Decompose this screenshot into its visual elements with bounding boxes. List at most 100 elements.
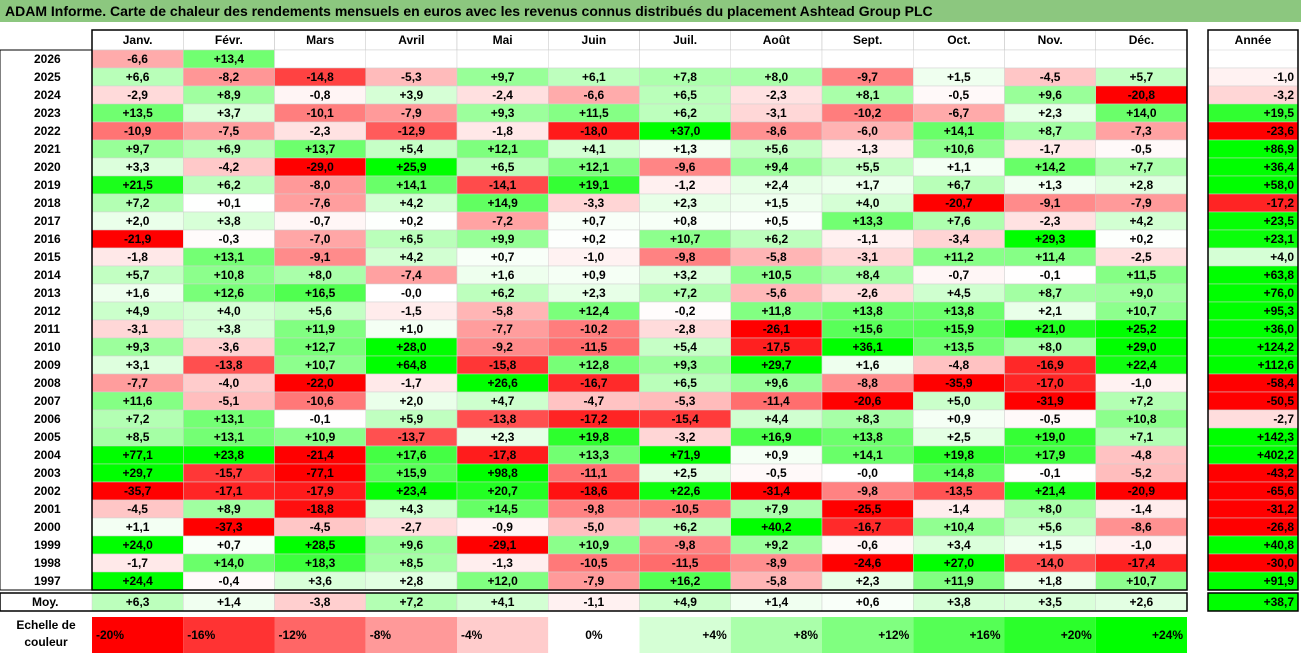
- cell-value: -22,0: [306, 376, 334, 390]
- cell-value: -14,8: [306, 70, 334, 84]
- cell-value: +1,5: [765, 196, 789, 210]
- heatmap-cell: [274, 49, 366, 69]
- cell-value: -9,6: [675, 160, 696, 174]
- annual-value: +40,8: [1264, 538, 1295, 552]
- cell-value: +1,8: [1038, 574, 1062, 588]
- cell-value: -5,1: [219, 394, 240, 408]
- cell-value: +19,0: [1035, 430, 1066, 444]
- cell-value: -11,5: [672, 556, 699, 570]
- cell-value: +9,3: [491, 106, 515, 120]
- cell-value: +6,5: [491, 160, 515, 174]
- annual-value: +23,5: [1264, 214, 1295, 228]
- cell-value: -0,5: [766, 466, 787, 480]
- annual-value: -23,6: [1267, 124, 1295, 138]
- cell-value: +10,9: [579, 538, 610, 552]
- cell-value: +12,8: [579, 358, 610, 372]
- cell-value: -5,2: [1131, 466, 1152, 480]
- cell-value: -14,0: [1036, 556, 1064, 570]
- cell-value: +9,7: [126, 142, 150, 156]
- cell-value: +4,0: [217, 304, 241, 318]
- cell-value: -17,8: [489, 448, 517, 462]
- cell-value: +6,9: [217, 142, 241, 156]
- cell-value: -3,4: [949, 232, 970, 246]
- cell-value: -5,3: [401, 70, 422, 84]
- cell-value: +12,1: [487, 142, 518, 156]
- cell-value: +3,8: [217, 214, 241, 228]
- annual-value: +58,0: [1264, 178, 1295, 192]
- year-label: 2024: [34, 88, 61, 102]
- year-label: 2009: [34, 358, 61, 372]
- cell-value: +4,0: [856, 196, 880, 210]
- scale-swatch: [639, 617, 731, 653]
- cell-value: +77,1: [122, 448, 153, 462]
- cell-value: +13,8: [852, 304, 883, 318]
- average-annual-value: +38,7: [1264, 595, 1295, 609]
- cell-value: +3,9: [400, 88, 424, 102]
- average-value: +3,5: [1038, 595, 1062, 609]
- cell-value: +5,4: [673, 340, 697, 354]
- annual-value: +86,9: [1264, 142, 1295, 156]
- heatmap-cell: [365, 49, 458, 69]
- year-label: 2001: [34, 502, 61, 516]
- cell-value: -15,4: [671, 412, 699, 426]
- cell-value: +8,0: [765, 70, 789, 84]
- cell-value: -0,2: [675, 304, 696, 318]
- cell-value: -1,7: [1040, 142, 1061, 156]
- cell-value: +11,6: [123, 394, 153, 408]
- cell-value: +7,8: [673, 70, 697, 84]
- cell-value: +0,1: [217, 196, 241, 210]
- cell-value: +13,5: [944, 340, 975, 354]
- heatmap-cell: [913, 49, 1005, 69]
- scale-swatch: [274, 617, 366, 653]
- annual-value: +76,0: [1264, 286, 1295, 300]
- cell-value: -10,2: [854, 106, 882, 120]
- cell-value: +12,4: [579, 304, 610, 318]
- cell-value: -9,8: [675, 538, 696, 552]
- cell-value: +2,3: [1038, 106, 1062, 120]
- cell-value: -10,6: [306, 394, 334, 408]
- cell-value: -2,9: [127, 88, 148, 102]
- cell-value: +14,1: [396, 178, 427, 192]
- scale-swatch: [365, 617, 457, 653]
- scale-swatch: [92, 617, 184, 653]
- cell-value: -17,0: [1036, 376, 1064, 390]
- cell-value: +4,7: [491, 394, 515, 408]
- cell-value: -11,1: [581, 466, 608, 480]
- year-label: 2017: [34, 214, 61, 228]
- cell-value: +0,9: [765, 448, 789, 462]
- scale-step-label: +20%: [1061, 628, 1092, 642]
- year-label: 2010: [34, 340, 61, 354]
- cell-value: -0,7: [310, 214, 331, 228]
- cell-value: +2,5: [947, 430, 971, 444]
- cell-value: +25,9: [396, 160, 427, 174]
- cell-value: +5,6: [765, 142, 789, 156]
- cell-value: +7,9: [765, 502, 789, 516]
- cell-value: +9,3: [126, 340, 150, 354]
- cell-value: +5,6: [308, 304, 332, 318]
- cell-value: -2,3: [766, 88, 787, 102]
- cell-value: -4,8: [949, 358, 970, 372]
- cell-value: +12,0: [487, 574, 518, 588]
- cell-value: -16,9: [1036, 358, 1064, 372]
- cell-value: -5,6: [766, 286, 787, 300]
- cell-value: -3,1: [857, 250, 878, 264]
- year-label: 2006: [34, 412, 61, 426]
- cell-value: +6,2: [673, 520, 697, 534]
- cell-value: +15,6: [852, 322, 883, 336]
- cell-value: -16,7: [854, 520, 882, 534]
- scale-step-label: +16%: [969, 628, 1000, 642]
- annual-value: +19,5: [1264, 106, 1295, 120]
- scale-step-label: -20%: [96, 628, 124, 642]
- cell-value: +5,6: [1038, 520, 1062, 534]
- year-label: 1997: [34, 574, 61, 588]
- annual-value: +4,0: [1270, 250, 1294, 264]
- cell-value: +16,2: [670, 574, 701, 588]
- cell-value: +3,3: [126, 160, 150, 174]
- cell-value: +27,0: [944, 556, 975, 570]
- cell-value: +14,1: [944, 124, 975, 138]
- cell-value: -20,7: [945, 196, 973, 210]
- cell-value: -13,7: [398, 430, 426, 444]
- cell-value: +8,5: [400, 556, 424, 570]
- cell-value: -8,0: [310, 178, 331, 192]
- annual-value: +142,3: [1257, 430, 1294, 444]
